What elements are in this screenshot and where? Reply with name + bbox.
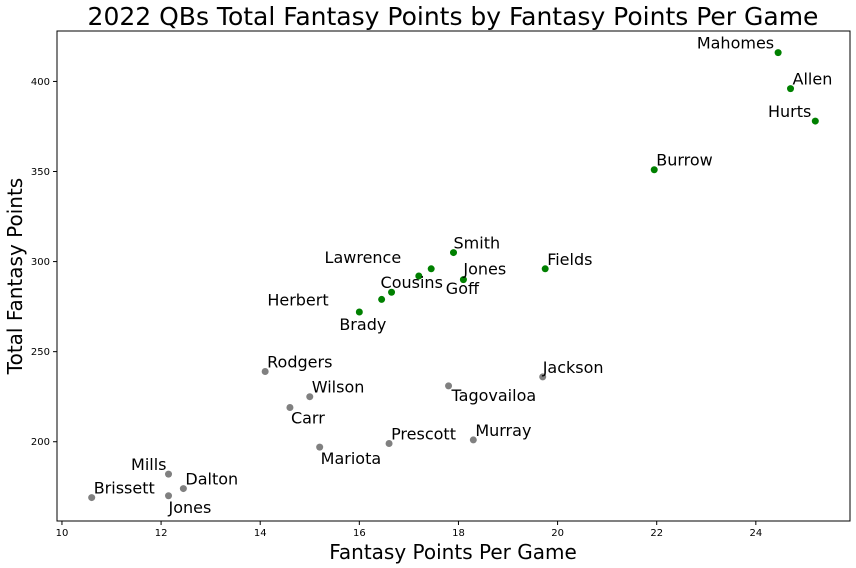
point-label: Hurts (768, 102, 811, 121)
point-label: Allen (793, 70, 833, 89)
point-label: Jackson (542, 358, 604, 377)
chart-title: 2022 QBs Total Fantasy Points by Fantasy… (88, 2, 819, 31)
y-tick-label: 300 (31, 257, 50, 268)
x-tick-label: 12 (155, 528, 168, 539)
point-label: Mariota (321, 449, 382, 468)
point-label: Rodgers (267, 352, 332, 371)
point-label: Carr (291, 409, 325, 428)
x-tick-label: 10 (56, 528, 69, 539)
point-label: Jones (168, 498, 212, 517)
point-label: Herbert (267, 290, 328, 309)
y-tick-label: 350 (31, 167, 50, 178)
x-tick-label: 22 (650, 528, 663, 539)
point-label: Lawrence (325, 248, 402, 267)
point-label: Dalton (185, 470, 238, 489)
data-point (378, 296, 385, 303)
y-tick-label: 250 (31, 347, 50, 358)
data-point (775, 49, 782, 56)
point-label: Tagovailoa (451, 386, 537, 405)
point-label: Mahomes (697, 34, 774, 53)
y-tick-label: 200 (31, 437, 50, 448)
x-tick-label: 18 (452, 528, 465, 539)
point-label: Prescott (391, 425, 456, 444)
point-label: Brissett (94, 479, 155, 498)
y-axis-label: Total Fantasy Points (3, 178, 27, 375)
point-label: Cousins (381, 273, 443, 292)
data-point (428, 265, 435, 272)
point-label: Mills (131, 455, 166, 474)
x-tick-label: 16 (353, 528, 366, 539)
x-axis-label: Fantasy Points Per Game (329, 540, 577, 564)
x-tick-label: 24 (749, 528, 762, 539)
data-point (812, 118, 819, 125)
x-tick-label: 14 (254, 528, 267, 539)
point-label: Fields (547, 250, 592, 269)
point-label: Goff (446, 279, 480, 298)
point-label: Wilson (312, 378, 365, 397)
point-label: Murray (475, 421, 531, 440)
point-label: Smith (454, 234, 501, 253)
point-label: Brady (339, 315, 386, 334)
point-label: Burrow (656, 151, 713, 170)
point-label: Jones (462, 260, 506, 279)
y-tick-label: 400 (31, 77, 50, 88)
x-tick-label: 20 (551, 528, 564, 539)
